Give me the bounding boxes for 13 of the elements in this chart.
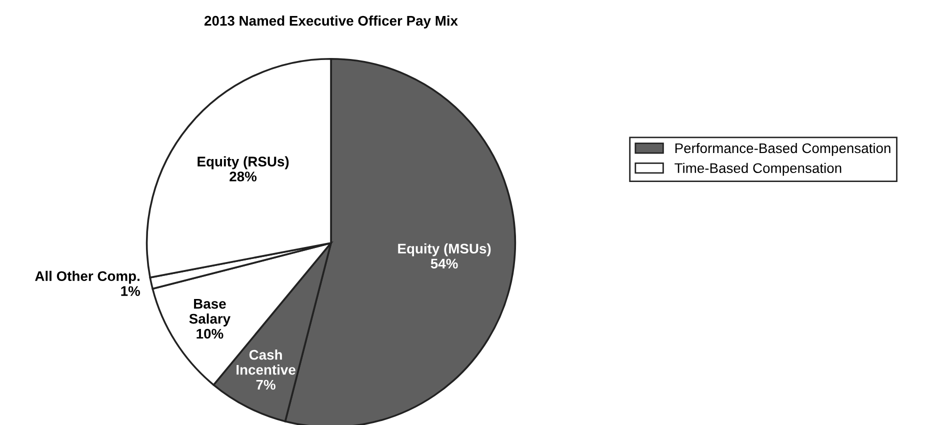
data-label: 7% <box>256 380 276 390</box>
data-label: 54% <box>430 258 458 269</box>
text: Time-Based Compensation <box>674 162 842 176</box>
slice-label: Cash Incentive <box>236 350 296 375</box>
chart-title: 2013 Named Executive Officer Pay Mix <box>204 16 458 28</box>
slice-label: Base Salary <box>189 299 230 326</box>
slice-label: Equity (RSUs) <box>198 156 289 170</box>
slice-label: All Other Comp. <box>35 270 140 284</box>
data-label: 10% <box>196 328 224 339</box>
slice-label: Equity (MSUs) <box>398 243 491 256</box>
data-label: 1% <box>121 286 140 296</box>
text: Performance-Based Compensation <box>675 142 890 156</box>
data-label: 28% <box>230 172 257 182</box>
